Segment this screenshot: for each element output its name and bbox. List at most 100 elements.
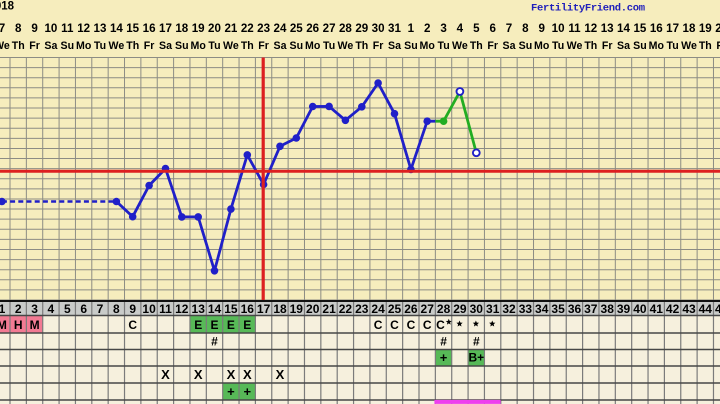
svg-text:Tu: Tu — [552, 40, 564, 52]
svg-text:Sa: Sa — [159, 40, 172, 52]
svg-text:M: M — [30, 318, 40, 332]
svg-text:6: 6 — [489, 22, 496, 35]
svg-text:20: 20 — [715, 22, 720, 35]
svg-text:Fr: Fr — [602, 40, 613, 52]
svg-text:42: 42 — [666, 302, 680, 316]
svg-text:1: 1 — [408, 22, 415, 35]
svg-text:E: E — [194, 318, 202, 332]
svg-text:21: 21 — [322, 302, 336, 316]
svg-text:25: 25 — [290, 22, 303, 35]
svg-text:17: 17 — [257, 302, 271, 316]
svg-text:15: 15 — [126, 22, 139, 35]
svg-text:Fr: Fr — [487, 40, 498, 52]
svg-text:12: 12 — [175, 302, 189, 316]
svg-text:35: 35 — [551, 302, 565, 316]
svg-text:Fr: Fr — [258, 40, 269, 52]
svg-text:27: 27 — [421, 302, 435, 316]
svg-text:12: 12 — [584, 22, 597, 35]
svg-text:31: 31 — [388, 22, 401, 35]
svg-text:Tu: Tu — [667, 40, 679, 52]
svg-text:20: 20 — [208, 22, 221, 35]
svg-text:FertilityFriend.com: FertilityFriend.com — [531, 3, 645, 15]
svg-text:Fr: Fr — [29, 40, 40, 52]
svg-text:C: C — [436, 318, 445, 332]
svg-text:19: 19 — [192, 22, 205, 35]
svg-text:16: 16 — [650, 22, 663, 35]
svg-text:Th: Th — [584, 40, 597, 52]
svg-text:5: 5 — [473, 22, 480, 35]
svg-text:C: C — [423, 318, 432, 332]
svg-text:X: X — [161, 367, 170, 382]
svg-text:E: E — [227, 318, 235, 332]
svg-text:Su: Su — [633, 40, 647, 52]
svg-text:7: 7 — [97, 302, 104, 316]
svg-text:21: 21 — [224, 22, 237, 35]
svg-text:Mo: Mo — [420, 40, 436, 52]
svg-text:38: 38 — [601, 302, 615, 316]
svg-text:B+: B+ — [468, 351, 484, 365]
svg-text:18: 18 — [683, 22, 696, 35]
svg-text:7: 7 — [0, 22, 5, 35]
svg-text:5: 5 — [64, 302, 71, 316]
svg-text:23: 23 — [257, 22, 270, 35]
svg-text:+: + — [244, 384, 252, 399]
svg-text:+: + — [440, 350, 448, 365]
svg-text:1: 1 — [0, 302, 6, 316]
svg-text:36: 36 — [568, 302, 582, 316]
svg-text:19: 19 — [699, 22, 712, 35]
svg-text:39: 39 — [617, 302, 631, 316]
svg-text:We: We — [0, 40, 10, 52]
svg-text:44: 44 — [699, 302, 713, 316]
svg-text:13: 13 — [94, 22, 107, 35]
svg-text:31: 31 — [486, 302, 500, 316]
svg-text:10: 10 — [552, 22, 565, 35]
svg-text:Su: Su — [290, 40, 304, 52]
svg-text:#: # — [440, 335, 447, 349]
svg-text:28: 28 — [437, 302, 451, 316]
svg-text:Th: Th — [355, 40, 368, 52]
svg-text:16: 16 — [241, 302, 255, 316]
svg-text:40: 40 — [633, 302, 647, 316]
svg-text:2018: 2018 — [0, 0, 15, 12]
svg-text:2: 2 — [424, 22, 430, 35]
svg-text:Th: Th — [126, 40, 139, 52]
svg-text:Tu: Tu — [208, 40, 220, 52]
svg-text:14: 14 — [110, 22, 123, 35]
svg-text:Fr: Fr — [716, 40, 720, 52]
svg-text:33: 33 — [519, 302, 533, 316]
svg-text:C: C — [128, 318, 137, 332]
svg-text:Mo: Mo — [191, 40, 207, 52]
svg-text:We: We — [452, 40, 468, 52]
svg-text:We: We — [681, 40, 697, 52]
svg-text:Sa: Sa — [617, 40, 630, 52]
svg-text:Th: Th — [699, 40, 712, 52]
svg-text:11: 11 — [61, 22, 74, 35]
svg-text:29: 29 — [453, 302, 467, 316]
svg-text:X: X — [194, 367, 203, 382]
svg-text:24: 24 — [371, 302, 385, 316]
svg-text:8: 8 — [113, 302, 120, 316]
svg-text:M: M — [0, 318, 7, 332]
svg-text:Sa: Sa — [503, 40, 516, 52]
svg-text:Th: Th — [241, 40, 254, 52]
svg-text:17: 17 — [159, 22, 172, 35]
svg-text:We: We — [109, 40, 125, 52]
svg-text:25: 25 — [388, 302, 402, 316]
svg-text:Su: Su — [519, 40, 533, 52]
svg-text:18: 18 — [273, 302, 287, 316]
svg-text:10: 10 — [44, 22, 57, 35]
svg-text:+: + — [227, 384, 235, 399]
svg-text:9: 9 — [129, 302, 136, 316]
svg-text:We: We — [338, 40, 354, 52]
svg-text:Sa: Sa — [274, 40, 287, 52]
svg-text:6: 6 — [80, 302, 87, 316]
svg-text:45: 45 — [715, 302, 720, 316]
svg-text:41: 41 — [650, 302, 664, 316]
svg-text:Mo: Mo — [76, 40, 92, 52]
svg-text:23: 23 — [355, 302, 369, 316]
svg-text:19: 19 — [290, 302, 304, 316]
svg-text:22: 22 — [241, 22, 254, 35]
svg-text:37: 37 — [584, 302, 598, 316]
svg-text:22: 22 — [339, 302, 353, 316]
svg-text:12: 12 — [77, 22, 90, 35]
